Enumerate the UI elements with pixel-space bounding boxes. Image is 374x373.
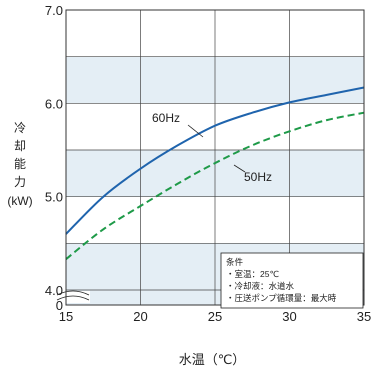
x-tick-label-2: 25	[208, 309, 222, 324]
y-tick-label-zero: 0	[56, 298, 63, 313]
condition-coolant: ・冷却液：水道水	[226, 281, 295, 291]
y-tick-label-0: 4.0	[45, 283, 63, 298]
condition-pump-flow: ・圧送ポンプ循環量：最大時	[226, 293, 337, 303]
y-tick-label-1: 5.0	[45, 190, 63, 205]
series-label-60hz-leader	[187, 124, 204, 138]
y-axis-label-char-1: 冷	[14, 121, 26, 135]
axis-break-gap	[56, 291, 90, 303]
y-axis-label-char-2: 却	[14, 139, 26, 153]
y-axis-label-char-4: 力	[14, 175, 26, 189]
x-tick-label-3: 30	[282, 309, 296, 324]
y-tick-label-2: 6.0	[45, 96, 63, 111]
y-axis-label: 冷 却 能 力 (kW)	[7, 121, 32, 208]
condition-room-temp: ・室温：25℃	[226, 269, 279, 279]
series-label-50hz: 50Hz	[244, 170, 272, 184]
series-line-50hz	[65, 111, 365, 260]
series-label-50hz-leader	[233, 164, 246, 173]
x-axis-label: 水温（℃）	[179, 352, 246, 367]
x-tick-label-1: 20	[133, 309, 147, 324]
axis-break-mark	[56, 290, 90, 303]
plot-frame	[65, 9, 365, 306]
plot-border	[65, 9, 365, 306]
conditions-box: 条件 ・室温：25℃ ・冷却液：水道水 ・圧送ポンプ循環量：最大時	[220, 252, 364, 309]
y-tick-label-3: 7.0	[45, 3, 63, 18]
tick-labels: 4.0 5.0 6.0 7.0 015 20 25 30 35	[45, 3, 371, 324]
y-axis-label-unit: (kW)	[7, 194, 32, 208]
x-tick-label-4: 35	[357, 309, 371, 324]
y-axis-label-char-3: 能	[14, 157, 26, 171]
axis-break-curve-2	[56, 295, 90, 301]
x-tick-label-0: 15	[59, 309, 73, 324]
series-line-60hz	[65, 86, 365, 235]
series-label-60hz: 60Hz	[152, 111, 180, 125]
conditions-title: 条件	[226, 257, 244, 267]
axis-break-curve-1	[56, 290, 90, 296]
series-lines	[65, 86, 365, 260]
